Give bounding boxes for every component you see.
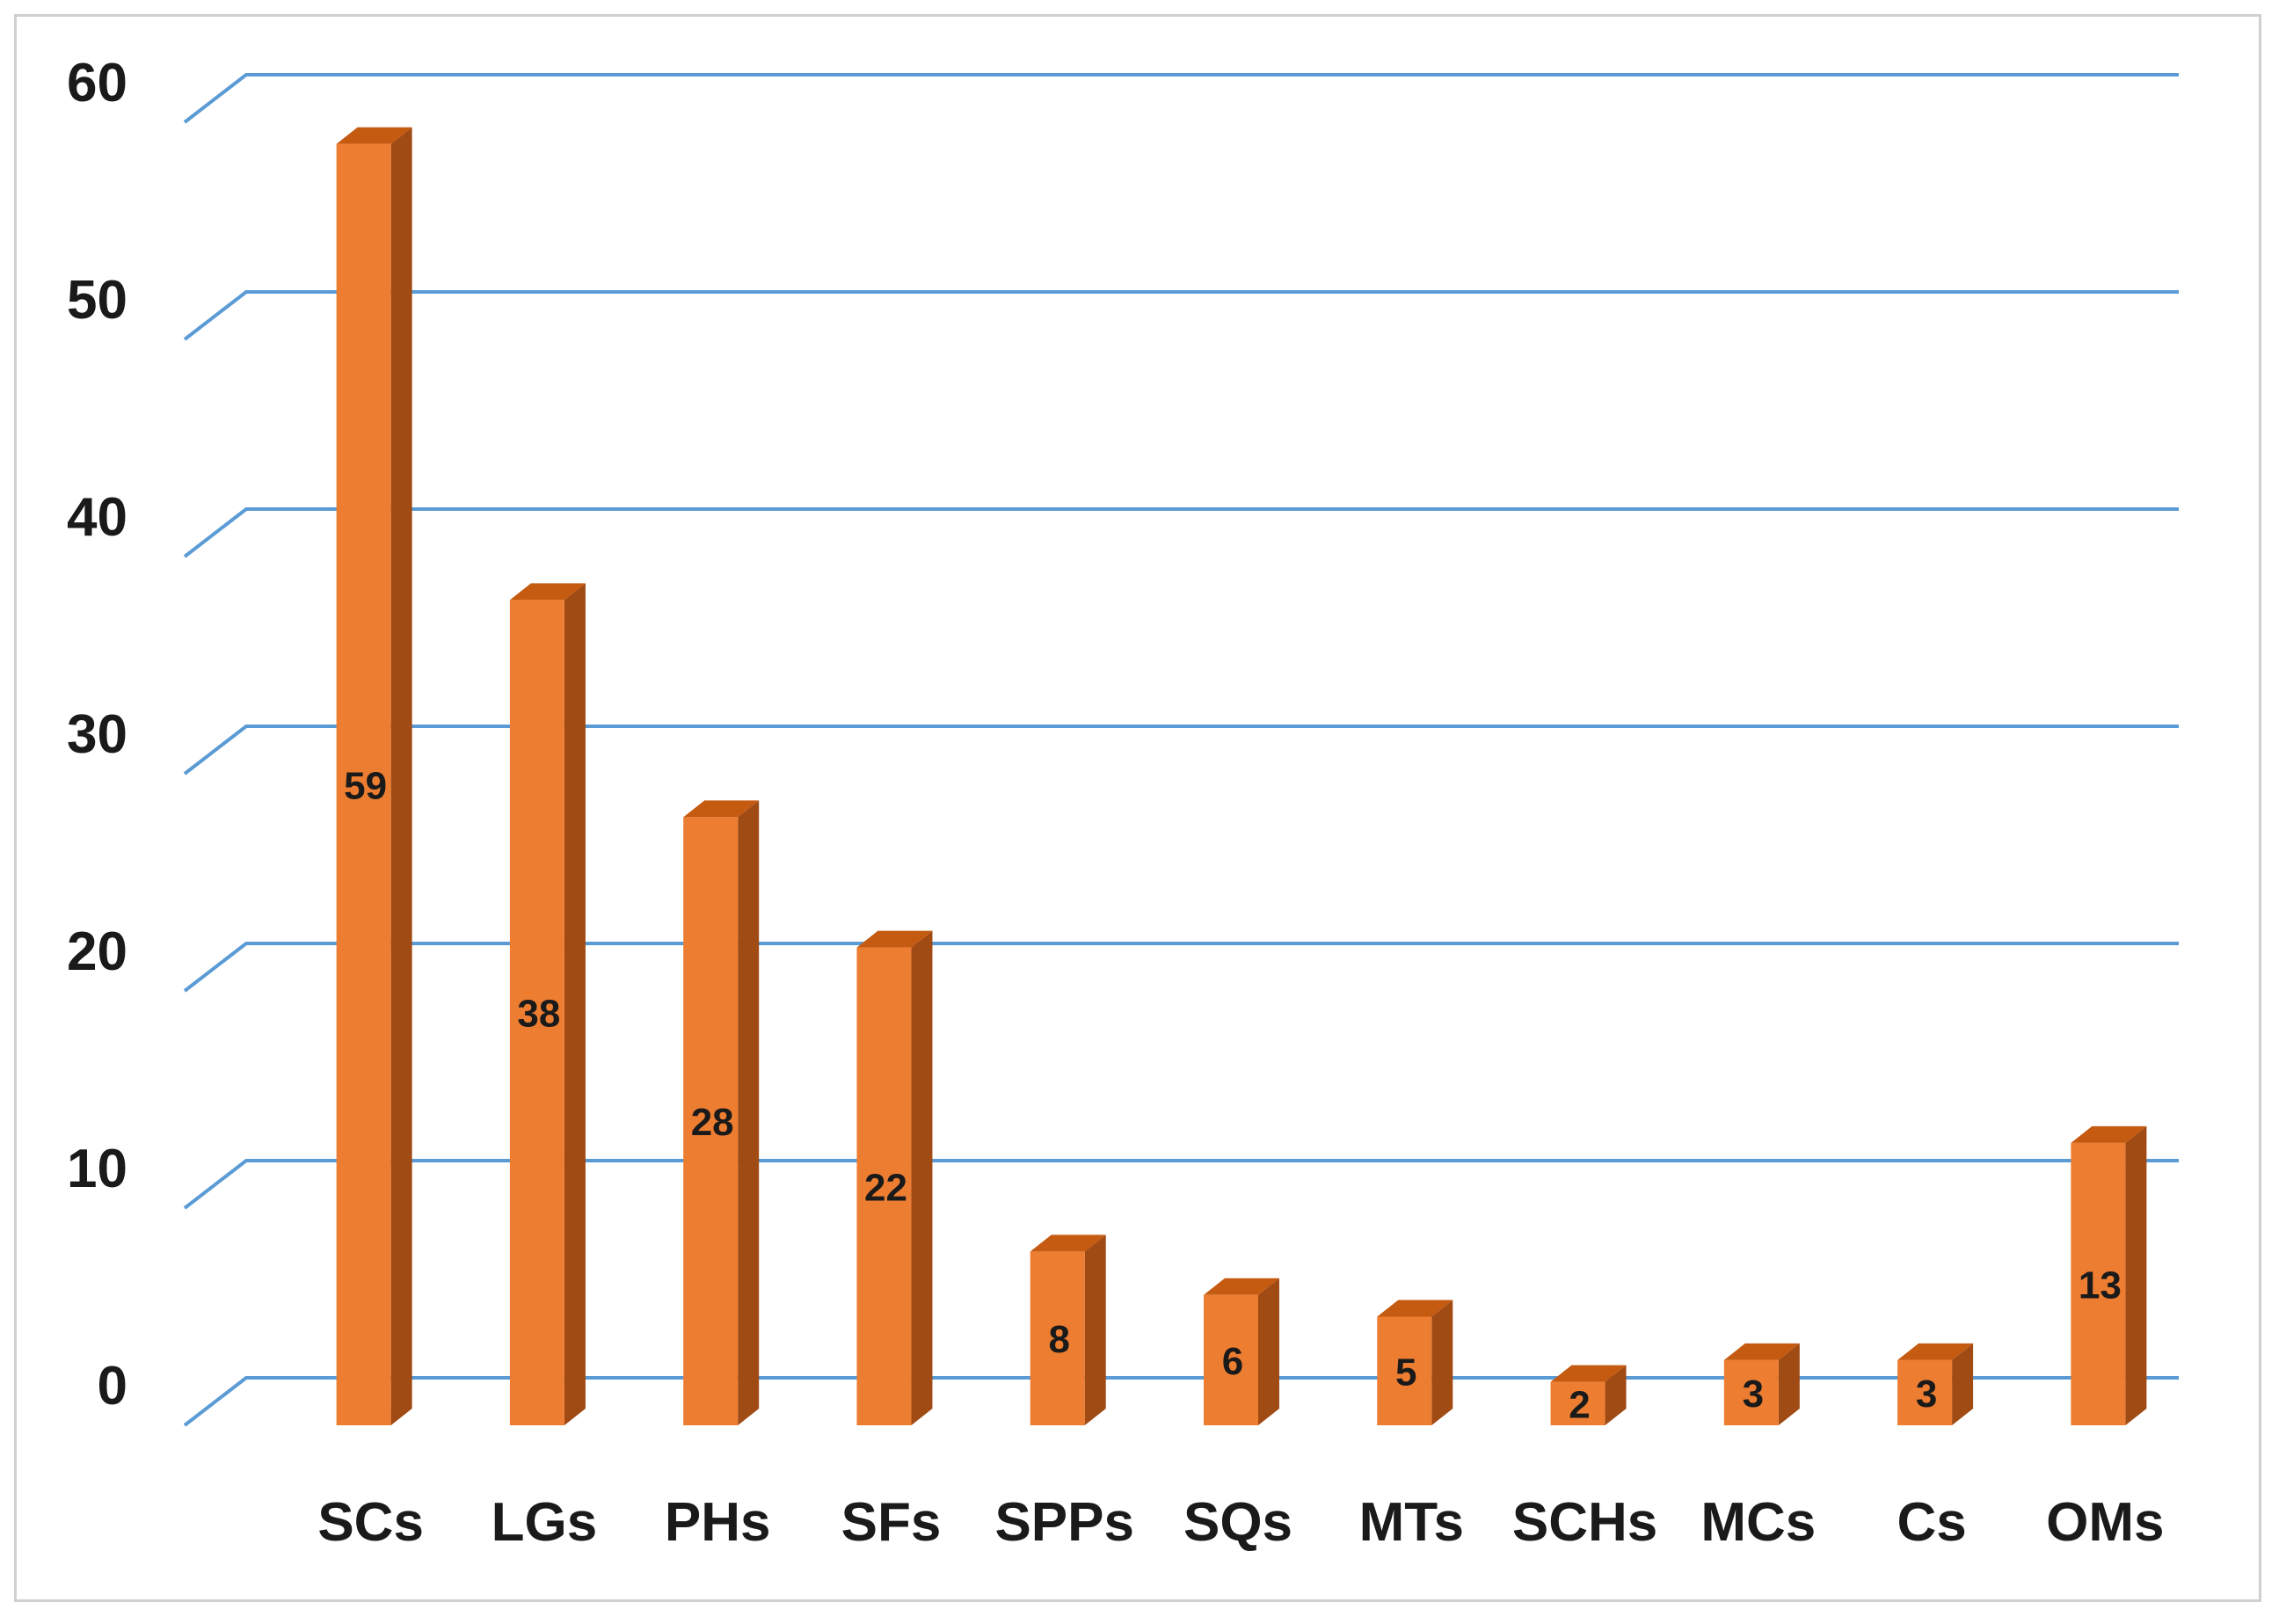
bar-top — [1204, 1278, 1279, 1295]
bar-top — [1897, 1343, 1974, 1360]
data-label: 59 — [344, 764, 387, 807]
x-tick-label: Cs — [1897, 1492, 1966, 1553]
y-tick-label: 0 — [98, 1356, 127, 1416]
bar-side — [1084, 1234, 1106, 1425]
bar: 59 — [336, 127, 412, 1426]
bar-side — [911, 930, 933, 1425]
bar-front — [509, 600, 564, 1425]
bar-front — [1550, 1381, 1605, 1425]
x-tick-label: OMs — [2046, 1492, 2164, 1553]
bar-front — [1723, 1359, 1779, 1425]
bar-top — [683, 800, 760, 818]
bar-front — [1030, 1251, 1085, 1425]
x-tick-label: MCs — [1700, 1492, 1816, 1553]
bar: 28 — [683, 800, 760, 1425]
gridline — [183, 942, 2179, 993]
bar: 5 — [1377, 1300, 1453, 1425]
x-tick-label: LGs — [491, 1492, 598, 1553]
data-label: 3 — [1916, 1373, 1937, 1416]
bar-front — [1897, 1359, 1953, 1425]
bar-top — [856, 930, 933, 948]
bar-top — [1030, 1234, 1106, 1252]
bar-side — [2125, 1125, 2147, 1425]
bars-layer: 59 38 28 22 8 6 5 2 3 3 13 — [336, 127, 2147, 1426]
data-label: 5 — [1395, 1351, 1416, 1394]
y-tick-label: 30 — [67, 704, 127, 765]
x-tick-label: MTs — [1359, 1492, 1464, 1553]
x-tick-label: PHs — [665, 1492, 771, 1553]
data-label: 13 — [2079, 1264, 2122, 1307]
bar-front — [336, 143, 391, 1426]
y-axis-ticks: 0 10 20 30 40 50 60 — [67, 53, 127, 1416]
y-tick-label: 40 — [67, 487, 127, 548]
x-tick-label: SQs — [1183, 1492, 1292, 1553]
grid-layer — [183, 73, 2179, 1427]
bar-top — [1550, 1365, 1627, 1382]
bar-top — [2071, 1125, 2147, 1143]
bar-side — [1431, 1300, 1453, 1425]
gridline — [183, 725, 2179, 776]
bar-front — [1377, 1316, 1432, 1425]
bar-side — [564, 583, 586, 1425]
bar-side — [1258, 1278, 1279, 1425]
x-tick-label: SCHs — [1512, 1492, 1657, 1553]
y-tick-label: 10 — [67, 1139, 127, 1199]
bar-side — [1605, 1365, 1627, 1425]
x-tick-label: SFs — [841, 1492, 942, 1553]
bar: 13 — [2071, 1125, 2147, 1425]
bar-side — [390, 127, 412, 1426]
bar-top — [1723, 1343, 1800, 1360]
gridline — [183, 1376, 2179, 1427]
bar-top — [336, 127, 412, 144]
bar-side — [1778, 1343, 1800, 1425]
bar-top — [1377, 1300, 1453, 1317]
x-tick-label: SPPs — [994, 1492, 1134, 1553]
data-label: 28 — [691, 1101, 734, 1144]
x-tick-label: SCs — [317, 1492, 424, 1553]
bar: 3 — [1723, 1343, 1800, 1425]
bar-front — [2071, 1142, 2126, 1425]
bar-front — [683, 817, 739, 1425]
bar: 22 — [856, 930, 933, 1425]
bar: 38 — [509, 583, 586, 1425]
bar-front — [1204, 1294, 1258, 1425]
bar: 2 — [1550, 1365, 1627, 1426]
data-label: 38 — [517, 993, 560, 1036]
bar-side — [738, 800, 760, 1425]
data-label: 3 — [1743, 1373, 1764, 1416]
gridline — [183, 507, 2179, 558]
x-axis-labels: SCs LGs PHs SFs SPPs SQs MTs SCHs MCs Cs OMs — [317, 1492, 2164, 1553]
gridline — [183, 73, 2179, 124]
data-label: 6 — [1222, 1340, 1243, 1383]
bar-front — [856, 947, 912, 1425]
gridline — [183, 290, 2179, 341]
bar: 8 — [1030, 1234, 1106, 1425]
bar-side — [1952, 1343, 1974, 1425]
data-label: 2 — [1569, 1383, 1590, 1426]
data-label: 8 — [1048, 1318, 1069, 1361]
y-tick-label: 20 — [67, 921, 127, 982]
y-tick-label: 50 — [67, 270, 127, 331]
gridline — [183, 1159, 2179, 1210]
bar: 6 — [1204, 1278, 1279, 1425]
data-label: 22 — [864, 1166, 907, 1209]
bar-top — [509, 583, 586, 601]
bar: 3 — [1897, 1343, 1974, 1425]
y-tick-label: 60 — [67, 53, 127, 113]
